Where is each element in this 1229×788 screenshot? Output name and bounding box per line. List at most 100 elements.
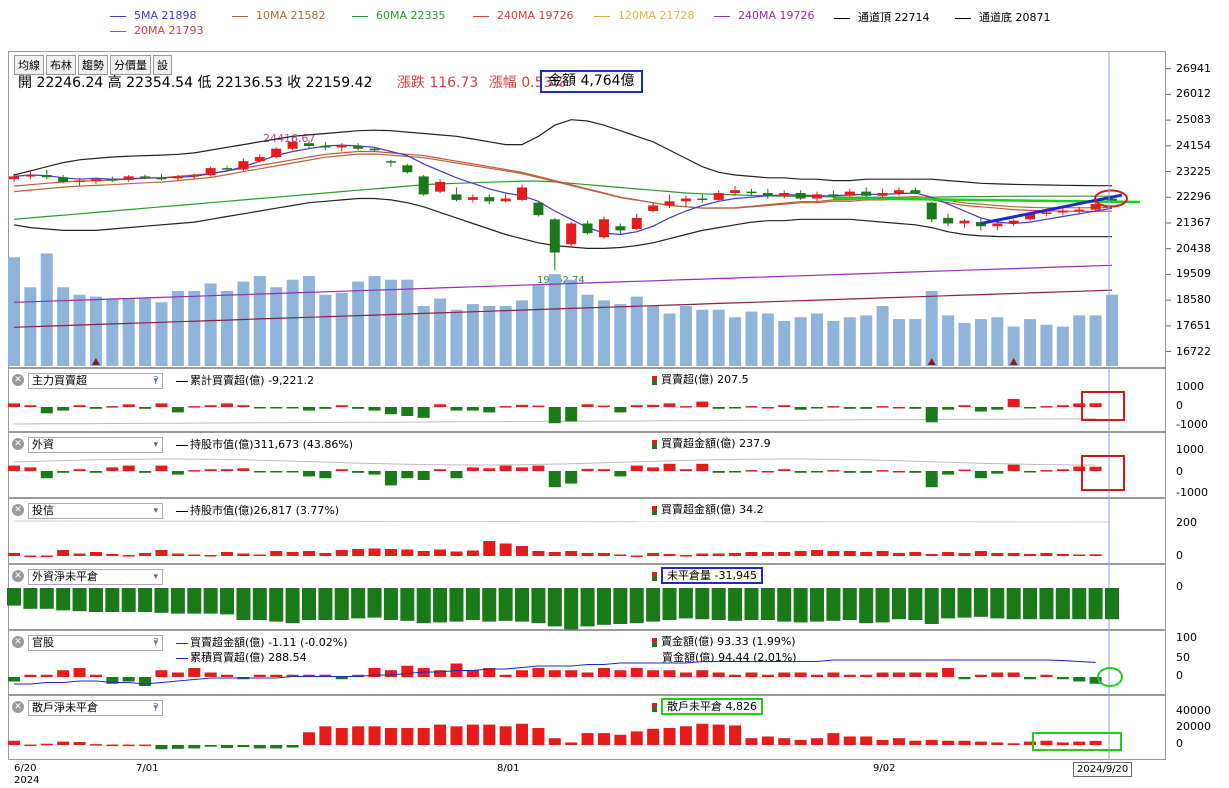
indicator-select[interactable]: 投信 ▾ [28,503,163,519]
legend-swatch [232,15,248,17]
legend-item: 5MA 21898 [110,9,197,22]
tab-ma[interactable]: 均線 [14,55,44,75]
indicator-select[interactable]: 散戶淨未平倉 ▾ [28,700,163,716]
legend-item: 120MA 21728 [594,9,695,22]
sub-axis-tick: 0 [1176,549,1183,562]
price-tick: 22296 [1176,190,1211,204]
bar-series-legend: 散戶未平倉 4,826 [652,698,763,715]
price-tick: 23225 [1176,164,1211,178]
legend-item: 20MA 21793 [110,24,204,37]
legend-label: 240MA 19726 [738,9,815,22]
open-value: 22246.24 [36,75,104,91]
indicator-select[interactable]: 外資淨未平倉 ▾ [28,569,163,585]
help-icon[interactable]: ? [153,374,159,387]
indicator-select[interactable]: 主力買賣超 ▾ [28,373,163,389]
price-tick: 16722 [1176,344,1211,358]
indicator-select-value: 外資淨未平倉 [32,570,98,583]
legend-swatch [594,15,610,17]
price-tick: 20438 [1176,241,1211,255]
line-series-label: 持股市值(億)26,817 (3.77%) [190,504,340,517]
price-tick: 25083 [1176,113,1211,127]
close-panel-icon[interactable]: ✕ [12,636,24,648]
help-icon[interactable]: ? [153,636,159,649]
low-label: 低 [197,75,212,91]
legend-swatch [110,30,126,32]
legend-label: 120MA 21728 [618,9,695,22]
line-series-label: 累積買賣超(億) 288.54 [190,651,307,664]
line-series-label: 買賣超金額(億) -1.11 (-0.02%) [190,636,348,649]
ohlc-readout: 開 22246.24 高 22354.54 低 22136.53 收 22159… [18,72,566,92]
date-label-sep: 9/02 [873,763,896,774]
close-label: 收 [287,75,302,91]
bar-series-legend: 買賣超金額(億) 237.9 [652,435,771,451]
close-panel-icon[interactable]: ✕ [12,570,24,582]
sub-axis-tick: 0 [1176,465,1183,478]
bar-series-label-2: 賣金額(億) 94.44 (2.01%) [662,651,797,664]
legend-label: 10MA 21582 [256,9,326,22]
sub-panel [8,695,1166,760]
help-icon[interactable]: ? [153,701,159,714]
bar-series-label: 買賣超(億) 207.5 [661,373,749,386]
tab-bollinger[interactable]: 布林 [46,55,76,75]
line-series-legend: 累積買賣超(億) 288.54 [176,649,307,665]
sub-panel [8,368,1166,432]
line-series-label: 持股市值(億)311,673 (43.86%) [190,438,354,451]
sub-axis-tick: 1000 [1176,443,1204,456]
low-value: 22136.53 [215,75,283,91]
low-annotation: 19662.74 [537,275,585,286]
sub-axis-tick: 20000 [1176,720,1211,733]
sub-axis-tick: 0 [1176,669,1183,682]
indicator-tabs: 均線 布林 趨勢 分價量設 [14,54,174,75]
price-panel [8,51,1166,368]
close-panel-icon[interactable]: ✕ [12,504,24,516]
sub-axis-tick: -1000 [1176,486,1208,499]
chevron-down-icon: ▾ [153,638,158,648]
chevron-down-icon: ▾ [153,506,158,516]
bar-series-legend: 買賣超金額(億) 34.2 [652,501,764,517]
bar-series-label: 買賣超金額(億) 34.2 [661,503,764,516]
high-annotation: 24416.67 [263,132,316,145]
bar-series-legend: 賣金額(億) 93.33 (1.99%) [652,633,796,649]
indicator-select-value: 投信 [32,504,54,517]
price-tick: 17651 [1176,318,1211,332]
date-label-year: 2024 [14,775,40,786]
legend-item: 10MA 21582 [232,9,326,22]
legend-item: 60MA 22335 [352,9,446,22]
sub-panel [8,630,1166,695]
close-panel-icon[interactable]: ✕ [12,438,24,450]
price-tick: 26012 [1176,87,1211,101]
bar-series-label: 未平倉量 -31,945 [661,567,763,584]
legend-label: 通道頂 22714 [858,11,930,24]
bar-series-legend: 買賣超(億) 207.5 [652,371,749,387]
bar-series-label: 買賣超金額(億) 237.9 [661,437,771,450]
line-series-legend: 累計買賣超(億) -9,221.2 [176,372,314,388]
pct-label: 漲幅 [488,75,517,91]
legend-swatch [473,15,489,17]
sub-axis-tick: -1000 [1176,418,1208,431]
tab-volume-profile[interactable]: 分價量 [110,55,151,75]
date-label-aug: 8/01 [497,763,520,774]
tab-settings[interactable]: 設 [153,55,172,75]
sub-axis-tick: 50 [1176,651,1190,664]
change-label: 漲跌 [396,75,425,91]
close-panel-icon[interactable]: ✕ [12,374,24,386]
legend-label: 通道底 20871 [979,11,1051,24]
high-value: 22354.54 [126,75,193,91]
bar-series-label: 散戶未平倉 4,826 [661,698,763,715]
open-label: 開 [18,75,32,91]
indicator-select[interactable]: 官股 ▾ [28,635,163,651]
legend-swatch [955,17,971,19]
price-tick: 26941 [1176,61,1211,75]
legend-label: 60MA 22335 [376,9,446,22]
price-tick: 18580 [1176,293,1211,307]
date-label-jul: 7/01 [136,763,159,774]
sub-axis-tick: 0 [1176,580,1183,593]
sub-axis-tick: 0 [1176,399,1183,412]
price-tick: 19509 [1176,267,1211,281]
line-series-legend: 持股市值(億)26,817 (3.77%) [176,502,339,518]
crosshair-date: 2024/9/20 [1073,762,1133,777]
tab-trend[interactable]: 趨勢 [78,55,108,75]
close-panel-icon[interactable]: ✕ [12,701,24,713]
indicator-select[interactable]: 外資 ▾ [28,437,163,453]
